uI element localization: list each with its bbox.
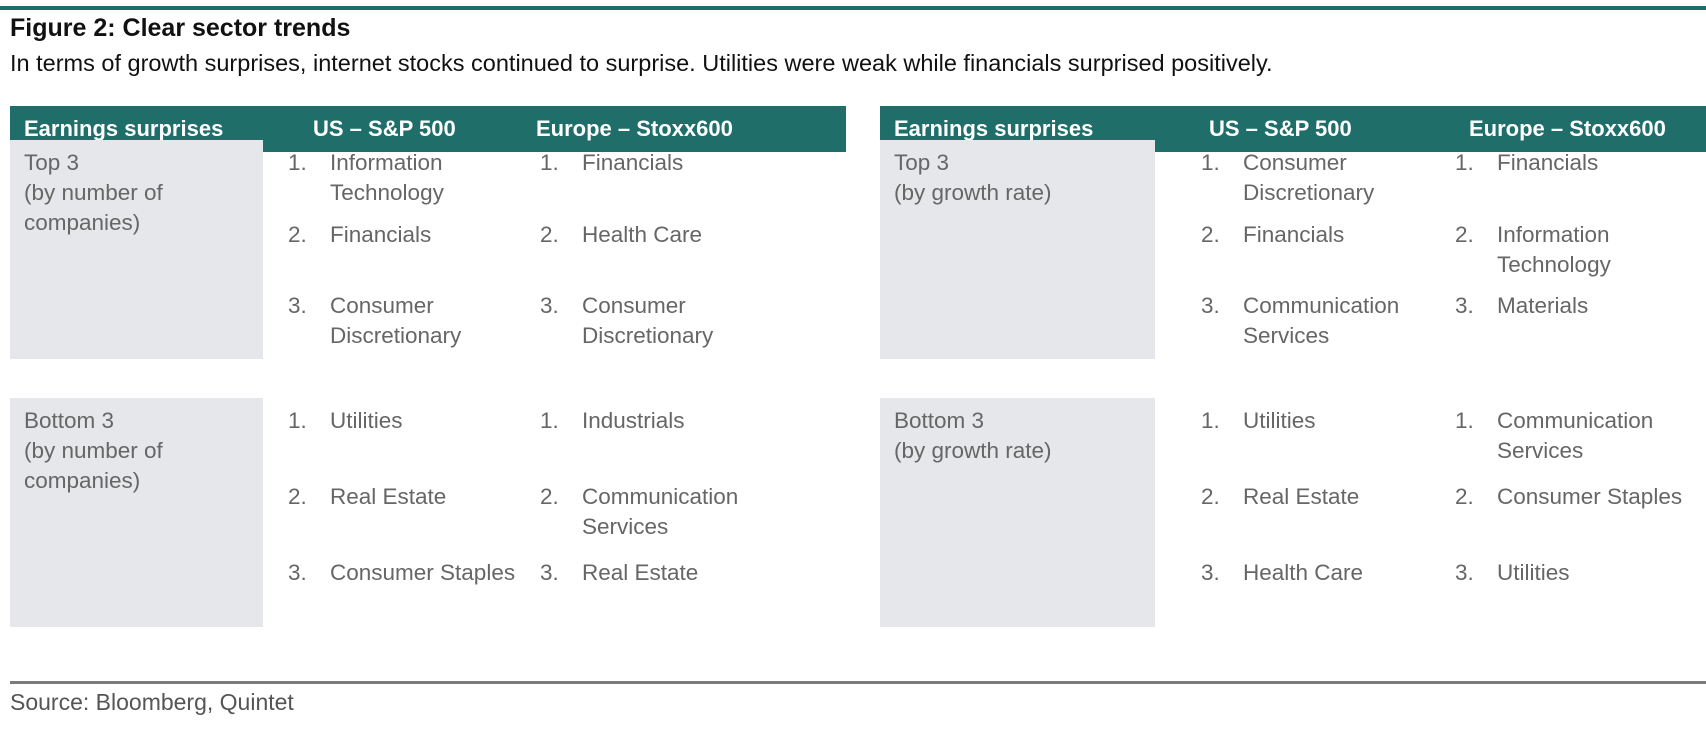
- figure-subtitle: In terms of growth surprises, internet s…: [10, 50, 1273, 76]
- row-label-top3: Top 3 (by number of companies): [10, 140, 263, 359]
- row-label-bottom3: Bottom 3 (by number of companies): [10, 398, 263, 627]
- header-earnings-surprises: Earnings surprises: [24, 116, 224, 141]
- item-text: Consumer Discretionary: [582, 293, 714, 348]
- item-number: 3.: [540, 293, 559, 318]
- item-number: 2.: [288, 222, 307, 247]
- header-us-sp500: US – S&P 500: [313, 116, 456, 141]
- item-number: 2.: [288, 484, 307, 509]
- row-label-line: companies): [24, 468, 141, 493]
- item-text: Industrials: [582, 408, 685, 433]
- row-label-line: companies): [24, 210, 141, 235]
- item-number: 2.: [1455, 484, 1474, 509]
- item-number: 1.: [1201, 150, 1220, 175]
- item-text: Health Care: [1243, 560, 1364, 585]
- row-label-line: (by growth rate): [894, 180, 1052, 205]
- item-number: 3.: [288, 293, 307, 318]
- row-label-line: Top 3: [894, 150, 950, 175]
- item-text: Financials: [582, 150, 684, 175]
- item-number: 2.: [1201, 222, 1220, 247]
- item-number: 2.: [540, 222, 559, 247]
- item-number: 2.: [1201, 484, 1220, 509]
- item-number: 1.: [1455, 150, 1474, 175]
- item-text: Information Technology: [1497, 222, 1611, 277]
- item-text: Consumer Discretionary: [1243, 150, 1375, 205]
- item-number: 2.: [1455, 222, 1474, 247]
- row-label-bottom3: Bottom 3 (by growth rate): [880, 398, 1155, 627]
- item-number: 1.: [288, 408, 307, 433]
- row-label-line: (by number of: [24, 180, 163, 205]
- row-label-line: Bottom 3: [894, 408, 985, 433]
- item-text: Real Estate: [582, 560, 699, 585]
- row-label-line: (by number of: [24, 438, 163, 463]
- item-text: Communication Services: [1243, 293, 1400, 348]
- row-label-line: Bottom 3: [24, 408, 115, 433]
- item-number: 3.: [288, 560, 307, 585]
- item-text: Financials: [1497, 150, 1599, 175]
- item-text: Materials: [1497, 293, 1589, 318]
- header-us-sp500: US – S&P 500: [1209, 116, 1352, 141]
- item-text: Health Care: [582, 222, 703, 247]
- item-number: 3.: [1455, 560, 1474, 585]
- item-number: 3.: [1201, 560, 1220, 585]
- item-number: 2.: [540, 484, 559, 509]
- item-number: 3.: [1455, 293, 1474, 318]
- item-number: 1.: [540, 150, 559, 175]
- item-text: Real Estate: [1243, 484, 1360, 509]
- item-number: 1.: [540, 408, 559, 433]
- item-text: Consumer Discretionary: [330, 293, 462, 348]
- item-text: Utilities: [1497, 560, 1570, 585]
- item-text: Communication Services: [1497, 408, 1654, 463]
- item-text: Consumer Staples: [1497, 484, 1683, 509]
- row-label-line: Top 3: [24, 150, 80, 175]
- item-text: Consumer Staples: [330, 560, 516, 585]
- figure-title: Figure 2: Clear sector trends: [10, 14, 351, 42]
- bottom-rule: [10, 681, 1706, 684]
- top-rule: [0, 6, 1706, 10]
- item-text: Information Technology: [330, 150, 444, 205]
- header-earnings-surprises: Earnings surprises: [894, 116, 1094, 141]
- item-text: Utilities: [1243, 408, 1316, 433]
- row-label-top3: Top 3 (by growth rate): [880, 140, 1155, 359]
- header-europe-stoxx600: Europe – Stoxx600: [1469, 116, 1666, 141]
- item-number: 3.: [540, 560, 559, 585]
- item-text: Utilities: [330, 408, 403, 433]
- item-text: Real Estate: [330, 484, 447, 509]
- item-text: Communication Services: [582, 484, 739, 539]
- item-text: Financials: [330, 222, 432, 247]
- source-note: Source: Bloomberg, Quintet: [10, 689, 294, 715]
- item-number: 1.: [1455, 408, 1474, 433]
- header-europe-stoxx600: Europe – Stoxx600: [536, 116, 733, 141]
- row-label-line: (by growth rate): [894, 438, 1052, 463]
- item-text: Financials: [1243, 222, 1345, 247]
- item-number: 1.: [288, 150, 307, 175]
- item-number: 3.: [1201, 293, 1220, 318]
- item-number: 1.: [1201, 408, 1220, 433]
